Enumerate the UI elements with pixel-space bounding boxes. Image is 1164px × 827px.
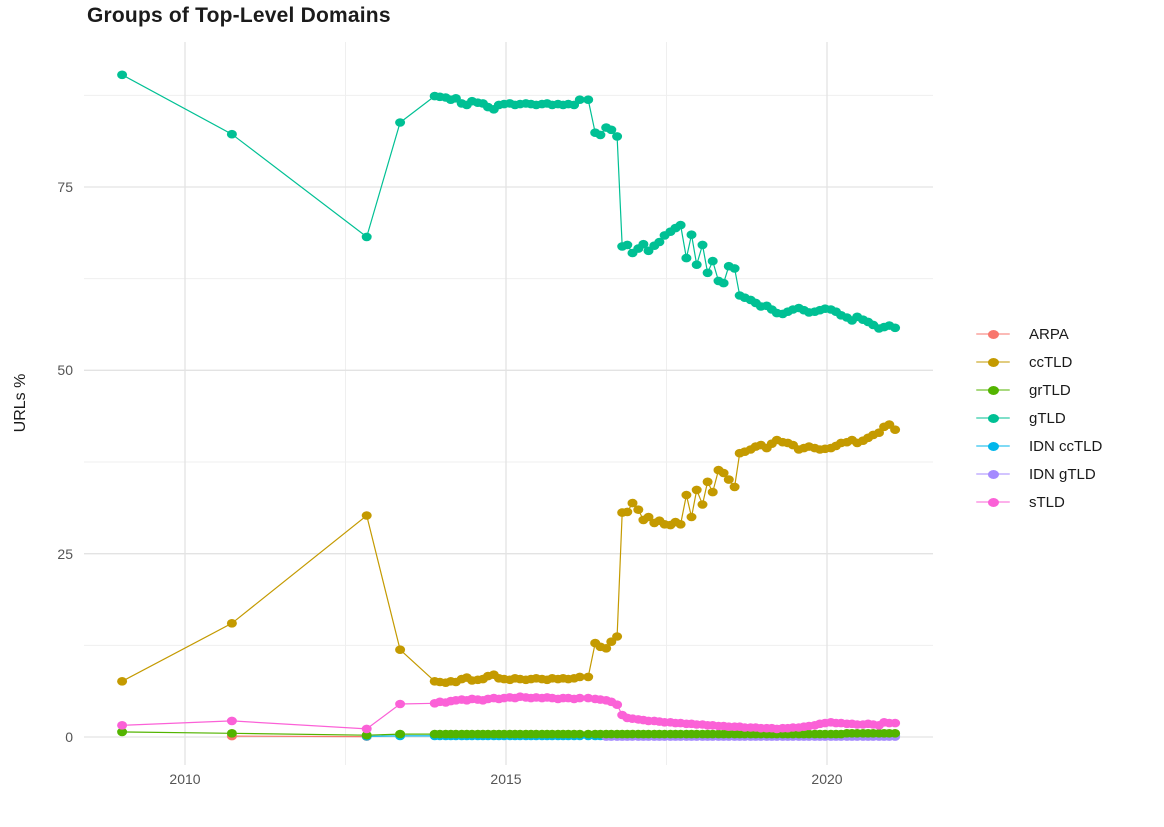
series-grtld (117, 727, 901, 740)
data-point (697, 500, 708, 509)
data-point (890, 323, 901, 333)
chart-title: Groups of Top-Level Domains (87, 4, 391, 27)
data-point (612, 700, 623, 709)
data-point (890, 718, 901, 728)
data-point (675, 220, 686, 230)
data-point (583, 672, 594, 682)
data-point (638, 239, 649, 249)
data-point (574, 693, 585, 703)
data-point (729, 482, 740, 492)
data-point (729, 264, 740, 273)
data-point (361, 232, 372, 242)
data-point (361, 730, 372, 740)
data-point (117, 677, 128, 686)
data-point (612, 632, 623, 641)
data-point (395, 645, 406, 654)
data-point (226, 129, 237, 139)
data-point (890, 729, 901, 738)
data-point (395, 118, 406, 127)
data-point (681, 490, 692, 500)
legend-key-cctld-icon (976, 348, 1010, 376)
data-point (395, 729, 406, 739)
legend-label-stld: sTLD (1029, 493, 1065, 511)
data-point (117, 727, 128, 737)
data-point (874, 428, 884, 438)
legend-key-grtld-icon (976, 376, 1010, 404)
data-point (723, 475, 734, 484)
legend-label-cctld: ccTLD (1029, 353, 1073, 371)
data-point (606, 125, 617, 135)
data-point (612, 132, 623, 141)
data-point (691, 260, 702, 270)
x-tick-label-2020: 2020 (811, 771, 843, 787)
data-point (583, 95, 594, 104)
series-gtld (117, 70, 901, 333)
data-point (574, 672, 585, 682)
legend-label-gtld: gTLD (1029, 409, 1066, 427)
data-point (226, 619, 237, 628)
data-point (583, 729, 594, 739)
data-point (622, 240, 633, 250)
data-point (226, 716, 237, 726)
data-point (574, 95, 585, 104)
data-point (702, 477, 713, 487)
data-point (117, 721, 128, 730)
y-tick-label-25: 25 (57, 545, 73, 562)
y-tick-label-0: 0 (65, 729, 73, 745)
data-point (890, 425, 901, 435)
data-point (226, 729, 237, 738)
data-point (707, 256, 718, 266)
data-point (622, 507, 633, 517)
legend-label-idn-gtld: IDN gTLD (1029, 465, 1096, 483)
legend-label-arpa: ARPA (1029, 325, 1069, 343)
legend-label-idn-cctld: IDN ccTLD (1029, 437, 1103, 455)
legend-item-grtld: grTLD (976, 376, 1102, 404)
y-axis-title: URLs % (12, 373, 29, 433)
data-point (574, 729, 585, 739)
data-point (718, 468, 729, 478)
data-point (654, 237, 665, 247)
legend-item-idn-cctld: IDN ccTLD (976, 432, 1102, 460)
series-cctld (117, 420, 901, 687)
data-point (686, 512, 697, 522)
data-point (702, 268, 713, 278)
data-point (361, 511, 372, 520)
legend-key-gtld-icon (976, 404, 1010, 432)
data-point (675, 520, 686, 529)
data-point (595, 130, 606, 140)
legend-key-idn-gtld-icon (976, 460, 1010, 488)
data-point (697, 240, 708, 250)
x-tick-label-2010: 2010 (169, 771, 201, 787)
data-point (681, 253, 692, 263)
series-stld (117, 692, 901, 734)
y-tick-label-75: 75 (57, 179, 73, 195)
legend: ARPA ccTLD grTLD gTLD IDN ccTLD IDN gTLD… (976, 320, 1102, 516)
y-tick-label-50: 50 (57, 362, 73, 379)
legend-label-grtld: grTLD (1029, 381, 1071, 399)
legend-key-idn-cctld-icon (976, 432, 1010, 460)
data-point (686, 230, 697, 239)
legend-key-stld-icon (976, 488, 1010, 516)
legend-item-arpa: ARPA (976, 320, 1102, 348)
data-point (395, 699, 406, 709)
legend-item-stld: sTLD (976, 488, 1102, 516)
data-point (627, 498, 638, 508)
legend-item-gtld: gTLD (976, 404, 1102, 432)
data-point (361, 724, 372, 734)
legend-key-arpa-icon (976, 320, 1010, 348)
data-point (601, 644, 612, 653)
data-point (691, 485, 702, 495)
legend-item-idn-gtld: IDN gTLD (976, 460, 1102, 488)
data-point (633, 505, 644, 514)
data-point (718, 278, 729, 288)
data-point (117, 70, 128, 80)
x-tick-label-2015: 2015 (490, 771, 522, 787)
legend-item-cctld: ccTLD (976, 348, 1102, 376)
data-point (643, 512, 654, 522)
data-point (707, 487, 718, 497)
